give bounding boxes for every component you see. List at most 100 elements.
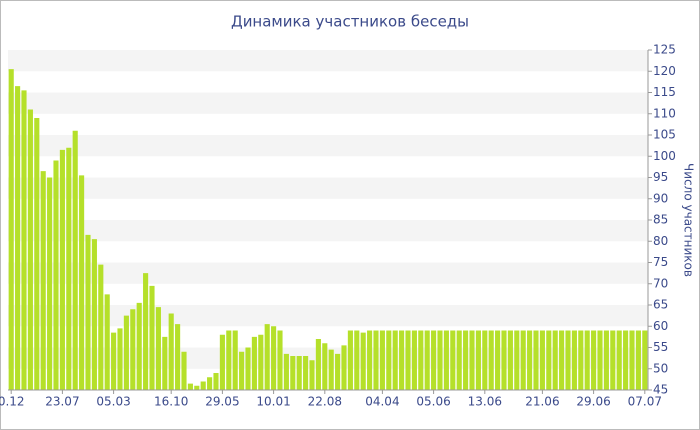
bar xyxy=(552,330,558,390)
bar xyxy=(149,285,155,390)
bar xyxy=(507,330,513,390)
bar xyxy=(207,377,213,390)
grid-band xyxy=(8,92,648,114)
bar xyxy=(200,381,206,390)
bar xyxy=(367,330,373,390)
x-tick-label: 16.10 xyxy=(154,395,188,409)
bar xyxy=(123,315,129,390)
bar xyxy=(469,330,475,390)
grid-band xyxy=(8,262,648,284)
bar xyxy=(181,351,187,390)
y-tick-label: 70 xyxy=(653,276,668,290)
bar xyxy=(418,330,424,390)
bar xyxy=(194,385,200,390)
bar xyxy=(475,330,481,390)
bar xyxy=(379,330,385,390)
bar xyxy=(424,330,430,390)
bar xyxy=(79,175,85,390)
bar xyxy=(322,343,328,390)
x-tick-label: 29.06 xyxy=(576,395,610,409)
bar xyxy=(303,356,309,390)
bar xyxy=(411,330,417,390)
bar xyxy=(443,330,449,390)
bar xyxy=(85,234,91,390)
bar xyxy=(91,239,97,390)
bar xyxy=(514,330,520,390)
y-tick-label: 55 xyxy=(653,340,668,354)
bar xyxy=(104,294,110,390)
bar xyxy=(232,330,238,390)
bar xyxy=(386,330,392,390)
y-tick-label: 100 xyxy=(653,149,676,163)
bar xyxy=(296,356,302,390)
bar xyxy=(47,177,53,390)
bar xyxy=(373,330,379,390)
x-tick-label: 05.06 xyxy=(416,395,450,409)
bar xyxy=(213,373,219,390)
x-tick-label: 23.07 xyxy=(45,395,79,409)
bar xyxy=(143,273,149,390)
bar xyxy=(245,347,251,390)
bar xyxy=(360,332,366,390)
bar xyxy=(309,360,315,390)
x-tick-label: 13.06 xyxy=(468,395,502,409)
bar xyxy=(354,330,360,390)
x-tick-label: 05.03 xyxy=(96,395,130,409)
bar xyxy=(578,330,584,390)
x-tick-label: 29.05 xyxy=(205,395,239,409)
chart-title: Динамика участников беседы xyxy=(231,13,469,31)
bar xyxy=(187,383,193,390)
bar xyxy=(277,330,283,390)
y-tick-label: 120 xyxy=(653,64,676,78)
bar xyxy=(392,330,398,390)
bar xyxy=(117,328,123,390)
bar xyxy=(431,330,437,390)
bar xyxy=(559,330,565,390)
bar xyxy=(571,330,577,390)
bar xyxy=(565,330,571,390)
bar xyxy=(136,302,142,390)
bar xyxy=(226,330,232,390)
bar xyxy=(130,309,136,390)
bar xyxy=(72,130,78,390)
bar xyxy=(53,160,59,390)
y-axis-title: Число участников xyxy=(682,163,696,277)
bar xyxy=(591,330,597,390)
x-tick-label: 0.12 xyxy=(0,395,25,409)
bar xyxy=(405,330,411,390)
bar xyxy=(8,69,14,390)
bar xyxy=(290,356,296,390)
bar xyxy=(463,330,469,390)
y-tick-label: 125 xyxy=(653,43,676,57)
bar xyxy=(21,90,27,390)
bar xyxy=(546,330,552,390)
grid-band xyxy=(8,347,648,369)
bar xyxy=(98,264,104,390)
y-tick-label: 75 xyxy=(653,255,668,269)
bar xyxy=(456,330,462,390)
bar xyxy=(616,330,622,390)
bar xyxy=(175,324,181,390)
bar xyxy=(315,339,321,390)
bar xyxy=(642,330,648,390)
bar xyxy=(168,313,174,390)
bar xyxy=(347,330,353,390)
bar xyxy=(482,330,488,390)
bar xyxy=(15,86,21,390)
bar xyxy=(258,334,264,390)
bar xyxy=(437,330,443,390)
bar xyxy=(27,109,33,390)
bar xyxy=(495,330,501,390)
bar xyxy=(603,330,609,390)
grid-band xyxy=(8,220,648,242)
y-tick-label: 85 xyxy=(653,213,668,227)
y-tick-label: 60 xyxy=(653,319,668,333)
grid-band xyxy=(8,177,648,199)
bar xyxy=(610,330,616,390)
bar xyxy=(597,330,603,390)
y-tick-label: 65 xyxy=(653,298,668,312)
bar xyxy=(162,336,168,390)
bar xyxy=(539,330,545,390)
bar xyxy=(584,330,590,390)
